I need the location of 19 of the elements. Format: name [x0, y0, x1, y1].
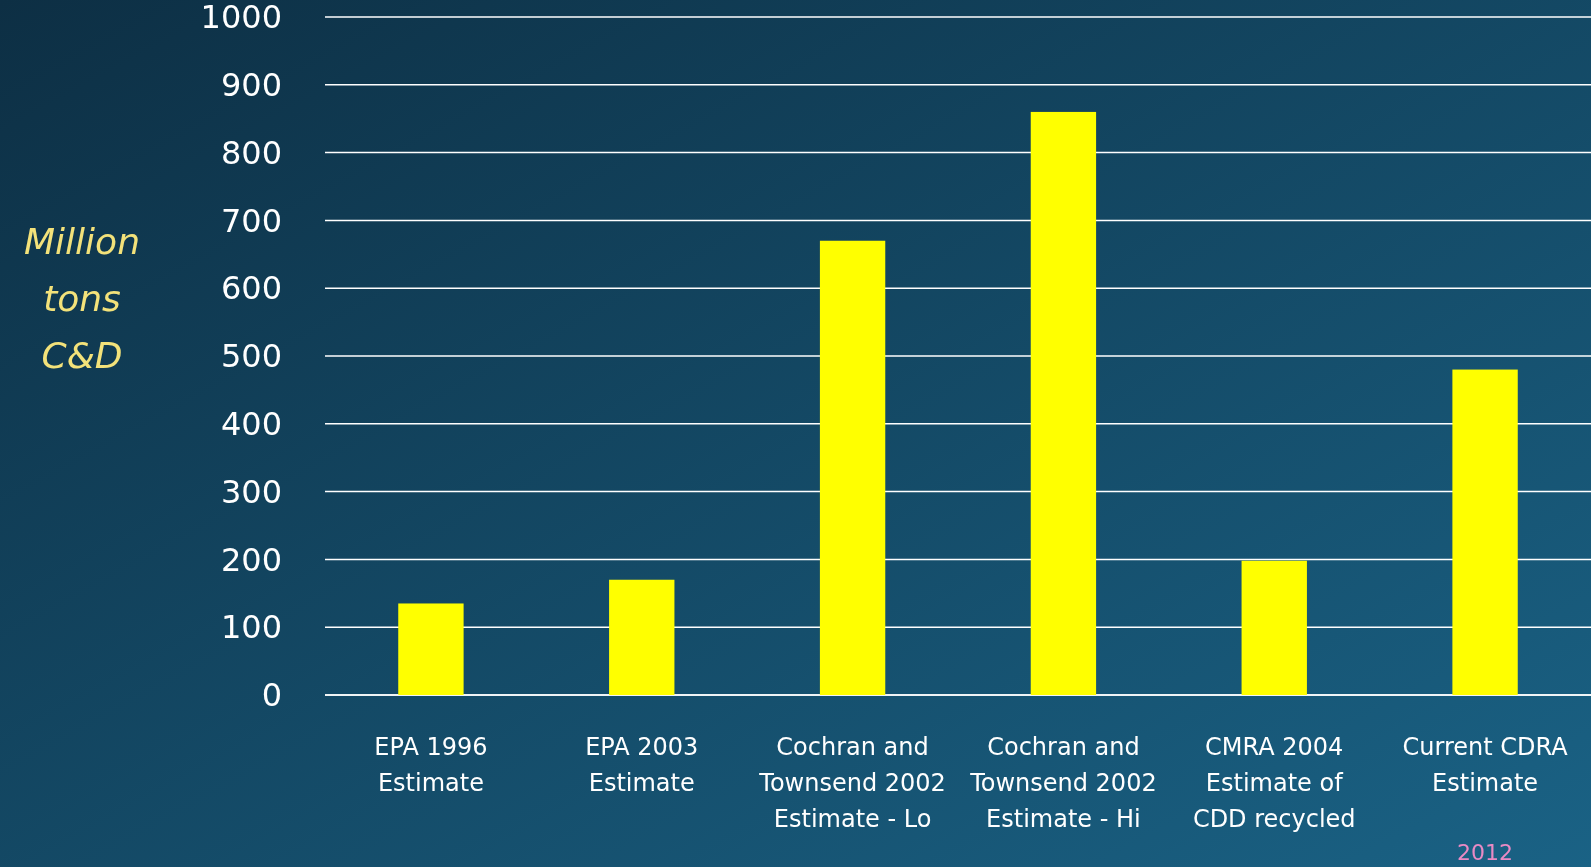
x-tick-label: Current CDRA Estimate [1402, 733, 1569, 797]
y-tick-label: 900 [220, 66, 282, 104]
x-tick-label: EPA 1996 Estimate [374, 733, 488, 797]
y-tick-label: 0 [261, 676, 282, 715]
y-tick-label: 300 [220, 472, 282, 511]
y-tick-label: 500 [220, 337, 282, 376]
x-tick-label: Cochran and Townsend 2002 Estimate - Hi [969, 733, 1157, 833]
x-tick-label: EPA 2003 Estimate [585, 733, 699, 797]
y-tick-label: 800 [220, 133, 282, 172]
y-axis-title: Million tons C&D [24, 221, 140, 376]
y-tick-label: 700 [220, 201, 282, 240]
y-tick-label: 400 [220, 405, 282, 443]
text: 2012 [1457, 840, 1514, 865]
y-tick-label: 100 [220, 608, 282, 647]
x-tick-label: CMRA 2004 Estimate of CDD recycled [1192, 733, 1356, 833]
y-tick-label: 1000 [200, 0, 282, 37]
y-tick-label: 200 [220, 540, 282, 579]
y-tick-label: 600 [220, 269, 282, 308]
x-tick-label: Cochran and Townsend 2002 Estimate - Lo [758, 733, 946, 833]
